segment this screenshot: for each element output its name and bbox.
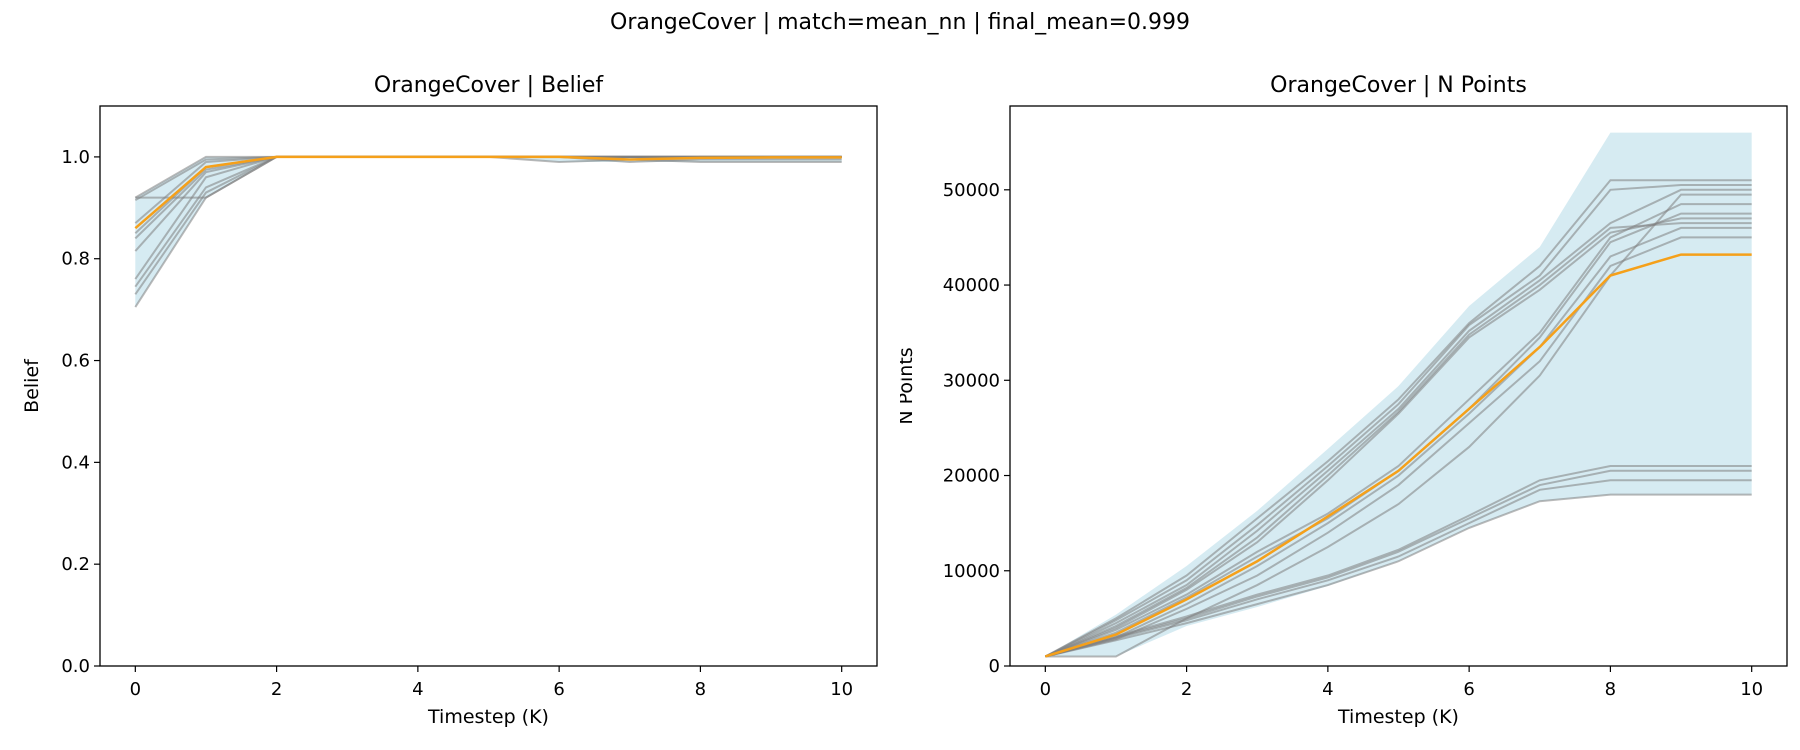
- axes-frame: [1009, 105, 1788, 667]
- y-tick-label: 10000: [943, 561, 1000, 582]
- run-line: [1045, 479, 1752, 658]
- mean-line: [134, 155, 842, 230]
- run-line: [1044, 203, 1752, 658]
- npoints-chart: 0 2 4 6 8 10 0 10000 20000 30000 40000 50000 OrangeC…: [900, 73, 1788, 728]
- y-tick-label: 30000: [943, 370, 1000, 391]
- confidence-band: [135, 156, 842, 308]
- figure-suptitle: OrangeCover | match=mean_nn | final_mean…: [610, 10, 1190, 35]
- run-line: [1044, 217, 1752, 658]
- y-tick-label: 20000: [943, 466, 1000, 487]
- x-tick-label: 10: [830, 679, 853, 700]
- run-line: [1045, 465, 1752, 658]
- y-tick-label: 0: [989, 656, 1000, 677]
- x-tick-label: 10: [1740, 679, 1763, 700]
- y-tick-label: 0.4: [61, 452, 90, 473]
- x-tick-label: 6: [553, 679, 564, 700]
- y-tick-label: 0.0: [61, 656, 90, 677]
- run-line: [1045, 469, 1752, 658]
- x-tick-label: 2: [271, 679, 282, 700]
- run-line: [1045, 493, 1752, 658]
- x-tick-label: 4: [1322, 679, 1333, 700]
- run-line: [134, 155, 842, 308]
- belief-chart: 0 2 4 6 8 10 0.0 0.2 0.4 0.6 0.8 1.0 OrangeCover | B…: [21, 73, 878, 728]
- y-tick-label: 0.8: [61, 249, 90, 270]
- run-line: [1045, 226, 1752, 658]
- y-tick-label: 1.0: [61, 147, 90, 168]
- mean-line: [1044, 253, 1752, 658]
- axes-frame: [99, 105, 878, 667]
- run-line: [1044, 188, 1752, 658]
- chart-title: OrangeCover | N Points: [1270, 73, 1527, 98]
- x-tick-label: 4: [412, 679, 423, 700]
- x-tick-label: 8: [1605, 679, 1616, 700]
- x-tick-label: 0: [1040, 679, 1051, 700]
- chart-title: OrangeCover | Belief: [374, 73, 604, 98]
- x-axis-label: Timestep (K): [427, 706, 549, 728]
- y-tick-label: 0.2: [61, 554, 90, 575]
- x-tick-label: 6: [1463, 679, 1474, 700]
- confidence-band: [1045, 132, 1752, 657]
- x-axis-label: Timestep (K): [1337, 706, 1459, 728]
- y-axis-label: N Points: [900, 347, 917, 424]
- run-line: [1045, 193, 1752, 658]
- x-tick-label: 0: [130, 679, 141, 700]
- y-tick-label: 40000: [943, 275, 1000, 296]
- x-tick-label: 8: [695, 679, 706, 700]
- run-line: [1045, 236, 1752, 658]
- y-tick-label: 50000: [943, 180, 1000, 201]
- x-tick-label: 2: [1181, 679, 1192, 700]
- y-axis-label: Belief: [21, 358, 43, 413]
- run-line: [1044, 179, 1752, 658]
- run-line: [1044, 184, 1752, 658]
- y-tick-label: 0.6: [61, 351, 90, 372]
